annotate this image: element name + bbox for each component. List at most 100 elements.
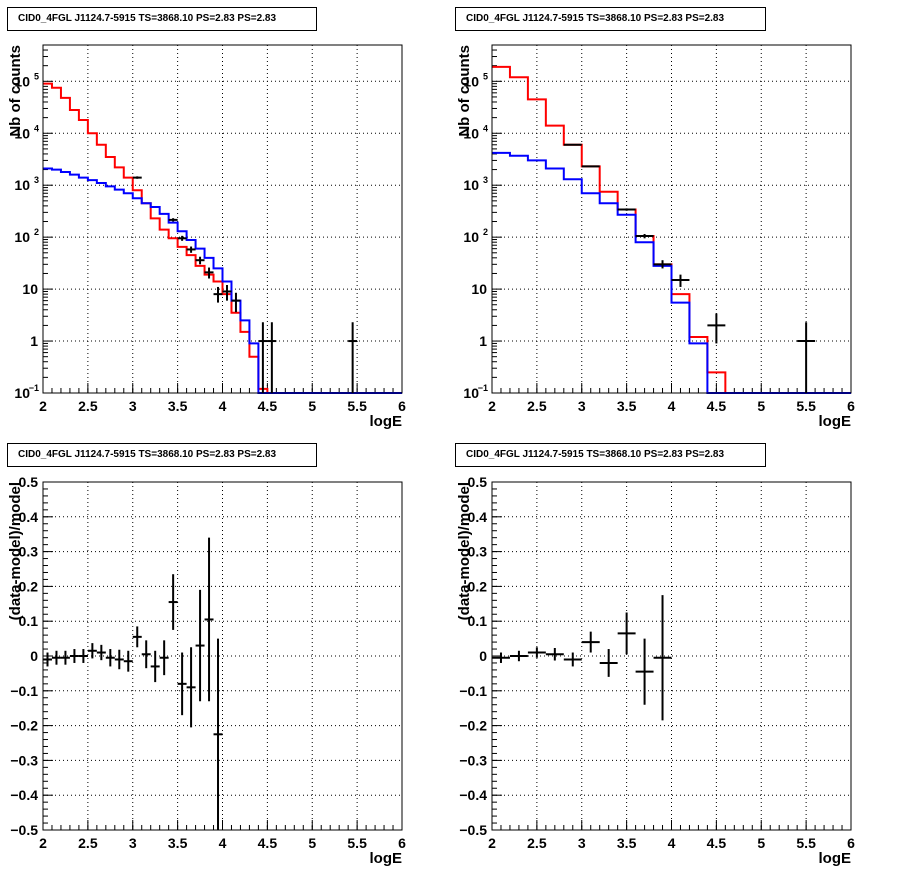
x-tick-label: 3.5 xyxy=(168,835,188,851)
x-tick-label: 4 xyxy=(668,835,676,851)
x-tick-label: 5 xyxy=(757,398,765,414)
x-tick-label: 2 xyxy=(488,398,496,414)
x-tick-label: 6 xyxy=(398,835,406,851)
y-tick-label-exponent: 2 xyxy=(483,227,488,237)
x-tick-label: 5.5 xyxy=(796,398,816,414)
x-tick-label: 3.5 xyxy=(168,398,188,414)
y-tick-label: 0.4 xyxy=(468,509,488,525)
y-tick-label: −0.3 xyxy=(459,752,487,768)
y-tick-label: −0.2 xyxy=(459,718,487,734)
y-tick-label: 0.1 xyxy=(19,613,39,629)
x-tick-label: 2.5 xyxy=(527,398,547,414)
y-tick-label: −0.5 xyxy=(459,822,487,838)
x-tick-label: 4 xyxy=(219,835,227,851)
y-tick-label: 10 xyxy=(463,385,479,401)
x-tick-label: 3 xyxy=(129,398,137,414)
y-tick-label-exponent: −1 xyxy=(478,383,488,393)
y-tick-label: 0.2 xyxy=(19,578,39,594)
y-tick-label: 0.4 xyxy=(19,509,39,525)
x-tick-label: 5 xyxy=(757,835,765,851)
y-tick-label: 0.1 xyxy=(468,613,488,629)
chart-title: CID0_4FGL J1124.7-5915 TS=3868.10 PS=2.8… xyxy=(7,7,317,31)
y-tick-label: 10 xyxy=(463,73,479,89)
y-tick-label-exponent: 3 xyxy=(483,175,488,185)
y-tick-label: 10 xyxy=(463,229,479,245)
y-tick-label: 0.5 xyxy=(19,474,39,490)
panel-residual-right: 2 2.5 3 3.5 4 4.5 5 5.5 6 logE −0.5 −0.4 −0.3 −0.2 −0.… xyxy=(449,437,898,875)
model-total-line xyxy=(43,82,402,394)
y-tick-label: −0.1 xyxy=(10,683,38,699)
x-tick-label: 5.5 xyxy=(347,398,367,414)
y-tick-label: −0.4 xyxy=(10,787,38,803)
x-tick-label: 5 xyxy=(308,835,316,851)
y-tick-label: −0.2 xyxy=(10,718,38,734)
x-tick-label: 4.5 xyxy=(707,835,727,851)
x-tick-label: 3.5 xyxy=(617,835,637,851)
x-tick-label: 6 xyxy=(398,398,406,414)
plot-frame xyxy=(491,44,852,394)
x-tick-label: 6 xyxy=(847,398,855,414)
y-tick-label-exponent: 5 xyxy=(34,71,39,81)
x-axis-label: logE xyxy=(370,850,403,867)
x-tick-label: 3 xyxy=(129,835,137,851)
x-axis-label: logE xyxy=(819,413,852,430)
y-tick-label-exponent: 2 xyxy=(34,227,39,237)
x-tick-label: 6 xyxy=(847,835,855,851)
y-tick-label: 10 xyxy=(463,125,479,141)
chart-title: CID0_4FGL J1124.7-5915 TS=3868.10 PS=2.8… xyxy=(7,443,317,467)
panel-residual-left: 2 2.5 3 3.5 4 4.5 5 5.5 6 logE −0.5 −0.4 −0.3 −0.2 −0.… xyxy=(0,437,449,875)
x-tick-label: 4 xyxy=(219,398,227,414)
y-tick-label: 0 xyxy=(30,648,38,664)
y-tick-label: 10 xyxy=(22,281,38,297)
x-tick-label: 5.5 xyxy=(796,835,816,851)
x-tick-label: 5.5 xyxy=(347,835,367,851)
y-tick-label: 1 xyxy=(30,333,38,349)
y-tick-label-exponent: 5 xyxy=(483,71,488,81)
x-tick-label: 3 xyxy=(578,398,586,414)
y-tick-label: −0.4 xyxy=(459,787,487,803)
y-axis-label: (data-model)/model xyxy=(456,482,473,620)
x-axis-label: logE xyxy=(819,850,852,867)
y-axis-label: (data-model)/model xyxy=(7,482,24,620)
x-tick-label: 3 xyxy=(578,835,586,851)
plot-frame xyxy=(42,481,403,831)
x-tick-label: 2 xyxy=(488,835,496,851)
y-tick-label: 0.5 xyxy=(468,474,488,490)
x-tick-label: 4 xyxy=(668,398,676,414)
x-tick-label: 4.5 xyxy=(707,398,727,414)
x-tick-label: 2.5 xyxy=(527,835,547,851)
y-tick-label: 10 xyxy=(463,177,479,193)
y-tick-label: 1 xyxy=(479,333,487,349)
y-tick-label: 0 xyxy=(479,648,487,664)
y-tick-label: 0.3 xyxy=(19,544,39,560)
y-tick-label: 10 xyxy=(14,385,30,401)
x-axis-label: logE xyxy=(370,413,403,430)
y-tick-label: −0.5 xyxy=(10,822,38,838)
y-tick-label: 0.3 xyxy=(468,544,488,560)
y-tick-label-exponent: 4 xyxy=(483,123,488,133)
x-tick-label: 5 xyxy=(308,398,316,414)
y-tick-label: 10 xyxy=(471,281,487,297)
x-tick-label: 2.5 xyxy=(78,398,98,414)
y-tick-label: 10 xyxy=(14,229,30,245)
y-axis-label: Nb of counts xyxy=(456,45,473,137)
model-component-line xyxy=(43,167,402,394)
plot-frame xyxy=(42,44,403,394)
panel-spectrum-right: 2 2.5 3 3.5 4 4.5 5 5.5 6 logE 10 −1 1 10 10 2 10 3 10 4 10 5… xyxy=(449,0,898,437)
x-tick-label: 2 xyxy=(39,835,47,851)
y-tick-label-exponent: 4 xyxy=(34,123,39,133)
y-tick-label: 10 xyxy=(14,73,30,89)
x-tick-label: 2.5 xyxy=(78,835,98,851)
model-component-line xyxy=(492,151,851,394)
y-tick-label: 10 xyxy=(14,125,30,141)
y-tick-label: 10 xyxy=(14,177,30,193)
x-tick-label: 4.5 xyxy=(258,398,278,414)
chart-title: CID0_4FGL J1124.7-5915 TS=3868.10 PS=2.8… xyxy=(455,7,766,31)
x-tick-label: 3.5 xyxy=(617,398,637,414)
y-tick-label: 0.2 xyxy=(468,578,488,594)
y-tick-label: −0.3 xyxy=(10,752,38,768)
